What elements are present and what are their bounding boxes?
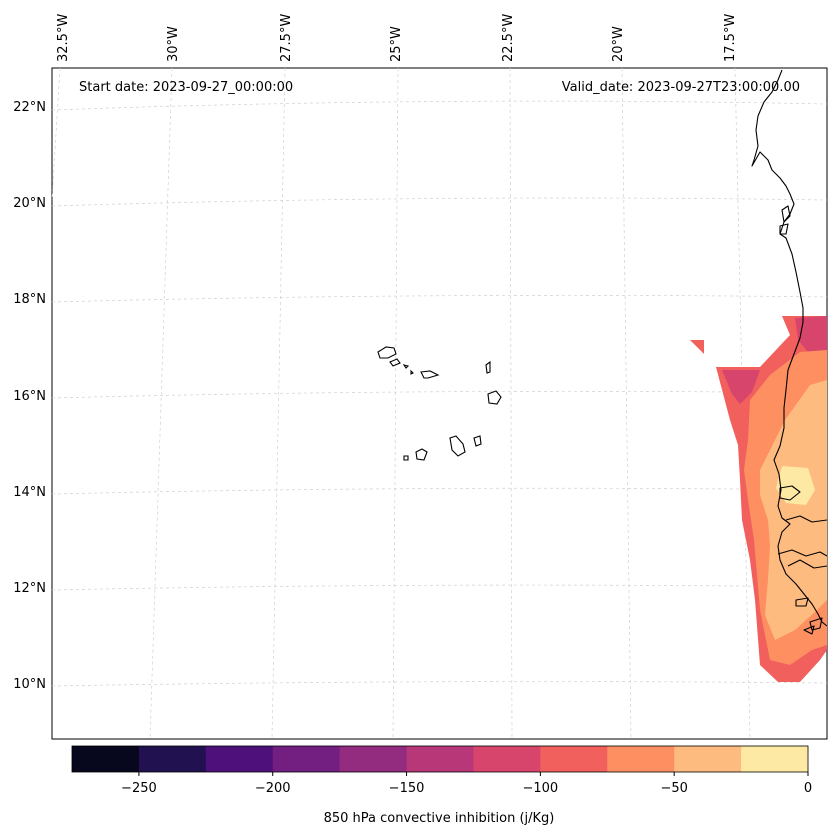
africa-coastline	[751, 69, 828, 627]
lat-label: 12°N	[13, 581, 46, 596]
cin-contour-fill	[690, 316, 827, 682]
map-gridlines	[51, 67, 828, 740]
colorbar-swatch	[339, 746, 408, 772]
colorbar-label: 850 hPa convective inhibition (j/Kg)	[324, 811, 555, 826]
colorbar-tick-label: 0	[804, 781, 812, 796]
map-frame	[51, 67, 828, 740]
colorbar-swatch	[272, 746, 341, 772]
cape-verde-islands	[377, 346, 502, 461]
lon-tick-labels: 32.5°W 30°W 27.5°W 25°W 22.5°W 20°W 17.5…	[56, 14, 738, 62]
lon-label: 22.5°W	[501, 14, 516, 62]
lat-label: 18°N	[13, 292, 46, 307]
colorbar-swatch	[205, 746, 274, 772]
lon-label: 27.5°W	[279, 14, 294, 62]
colorbar: −250 −200 −150 −100 −50 0	[71, 745, 812, 796]
colorbar-swatch	[406, 746, 474, 772]
lat-label: 20°N	[13, 196, 46, 211]
colorbar-tick-label: −100	[523, 781, 559, 796]
coastlines	[751, 69, 828, 635]
colorbar-tick-label: −150	[389, 781, 425, 796]
lon-label: 25°W	[389, 26, 404, 62]
lon-label: 20°W	[611, 26, 626, 62]
lon-label: 30°W	[166, 26, 181, 62]
lon-label: 32.5°W	[56, 14, 71, 62]
colorbar-tick-label: −50	[660, 781, 687, 796]
colorbar-swatch	[138, 746, 207, 772]
colorbar-border	[71, 745, 809, 773]
colorbar-swatch	[72, 746, 140, 772]
lat-label: 22°N	[13, 100, 46, 115]
colorbar-swatch	[741, 746, 809, 772]
colorbar-swatch	[473, 746, 541, 772]
lat-tick-labels: 22°N 20°N 18°N 16°N 14°N 12°N 10°N	[13, 100, 46, 692]
lat-label: 10°N	[13, 677, 46, 692]
lon-label: 17.5°W	[723, 14, 738, 62]
start-date-label: Start date: 2023-09-27_00:00:00	[79, 80, 293, 95]
valid-date-label: Valid_date: 2023-09-27T23:00:00.00	[562, 80, 800, 95]
colorbar-tick-label: −200	[255, 781, 291, 796]
lat-label: 16°N	[13, 389, 46, 404]
colorbar-swatch	[607, 746, 675, 772]
colorbar-swatch	[674, 746, 742, 772]
lat-label: 14°N	[13, 485, 46, 500]
colorbar-tick-label: −250	[121, 781, 157, 796]
colorbar-swatch	[540, 746, 608, 772]
